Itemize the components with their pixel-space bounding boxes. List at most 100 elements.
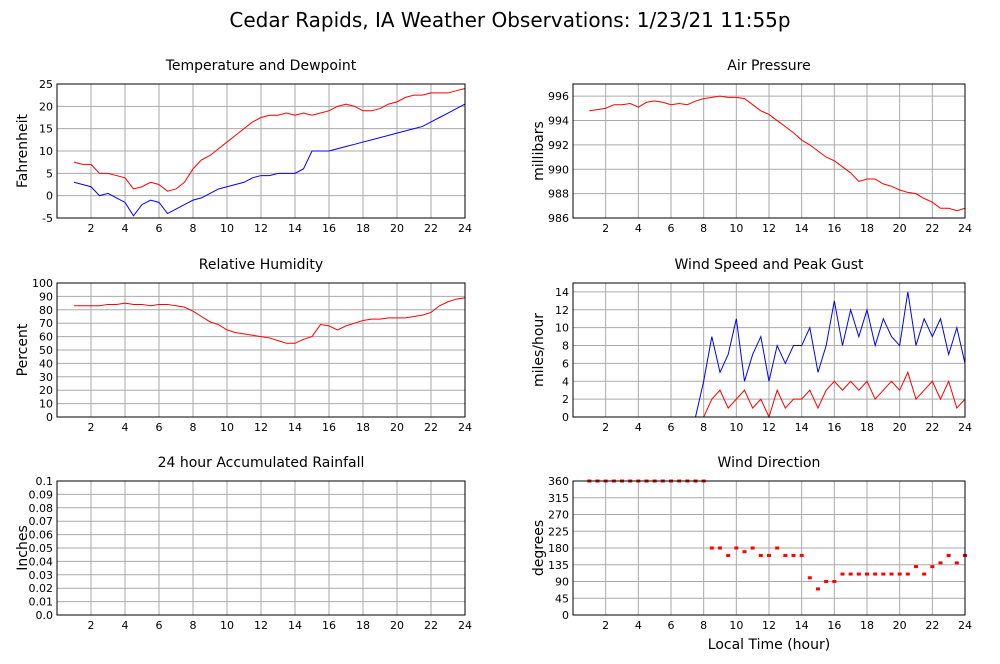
series-line (73, 87, 466, 192)
y-tick-label: 50 (39, 344, 53, 357)
x-tick-label: 6 (668, 619, 675, 632)
y-tick-label: 8 (562, 340, 569, 353)
y-tick-label: 135 (548, 559, 569, 572)
point (734, 546, 739, 550)
point (742, 550, 747, 554)
x-tick-label: 20 (390, 421, 404, 434)
y-tick-label: 990 (548, 163, 569, 176)
point (775, 546, 780, 550)
x-tick-label: 8 (190, 421, 197, 434)
point (816, 587, 820, 591)
y-axis-label: Fahrenheit (15, 113, 31, 188)
point (750, 546, 755, 550)
x-tick-label: 22 (925, 619, 939, 632)
x-tick-label: 22 (424, 619, 438, 632)
x-tick-label: 22 (424, 222, 438, 235)
point (824, 580, 829, 583)
x-tick-label: 8 (190, 222, 197, 235)
y-tick-label: 60 (39, 331, 53, 344)
point (914, 565, 918, 569)
point (905, 572, 910, 576)
x-tick-label: 12 (762, 421, 776, 434)
point (930, 565, 935, 569)
y-tick-label: 988 (548, 188, 569, 201)
point (938, 561, 943, 565)
plot-frame (572, 480, 966, 616)
x-tick-label: 14 (795, 222, 809, 235)
y-tick-label: 0.03 (29, 569, 54, 582)
y-tick-label: 0.09 (29, 488, 54, 501)
point (848, 572, 853, 576)
x-tick-label: 10 (220, 421, 234, 434)
x-tick-label: 2 (88, 619, 95, 632)
x-tick-label: 8 (190, 619, 197, 632)
x-tick-label: 14 (288, 619, 302, 632)
x-tick-label: 16 (322, 619, 336, 632)
y-tick-label: 20 (39, 100, 53, 113)
x-tick-label: 4 (122, 222, 129, 235)
x-tick-label: 6 (668, 222, 675, 235)
x-tick-label: 10 (220, 619, 234, 632)
x-tick-label: 18 (356, 222, 370, 235)
x-tick-label: 4 (122, 421, 129, 434)
x-tick-label: 24 (458, 421, 472, 434)
plot-frame (56, 83, 466, 219)
plot-frame (56, 282, 466, 418)
point (840, 572, 845, 576)
x-tick-label: 10 (729, 619, 743, 632)
y-tick-label: 70 (39, 317, 53, 330)
x-tick-label: 18 (356, 619, 370, 632)
y-tick-label: 315 (548, 492, 569, 505)
x-tick-label: 20 (893, 421, 907, 434)
x-tick-label: 24 (958, 619, 972, 632)
point (922, 572, 927, 576)
x-tick-label: 22 (925, 222, 939, 235)
y-tick-label: 996 (548, 90, 569, 103)
point (897, 572, 902, 576)
series-line (73, 103, 466, 217)
x-tick-label: 2 (88, 222, 95, 235)
point (726, 553, 731, 557)
y-tick-label: 100 (32, 277, 53, 290)
y-tick-label: 0.0 (36, 609, 54, 622)
y-tick-label: 360 (548, 475, 569, 488)
y-tick-label: 15 (39, 123, 53, 136)
point (791, 553, 796, 557)
y-tick-label: 0 (46, 190, 53, 203)
x-tick-label: 12 (254, 222, 268, 235)
x-tick-label: 6 (668, 421, 675, 434)
y-axis-label: Percent (15, 323, 31, 376)
x-tick-label: 8 (700, 222, 707, 235)
x-tick-label: 16 (322, 421, 336, 434)
x-tick-label: 16 (322, 222, 336, 235)
chart-title: 24 hour Accumulated Rainfall (158, 455, 365, 471)
y-tick-label: 90 (39, 290, 53, 303)
point (799, 553, 804, 557)
y-tick-label: 0.04 (29, 555, 54, 568)
plot-frame (56, 480, 466, 616)
point (865, 572, 869, 576)
y-tick-label: 0.02 (29, 582, 54, 595)
point (954, 561, 959, 565)
point (807, 576, 812, 580)
y-axis-label: millibars (531, 121, 547, 181)
y-tick-label: 12 (555, 304, 569, 317)
point (718, 546, 722, 550)
x-tick-label: 2 (602, 421, 609, 434)
x-tick-label: 18 (860, 222, 874, 235)
y-tick-label: 90 (555, 576, 569, 589)
chart-title: Wind Direction (718, 455, 821, 471)
y-tick-label: 10 (555, 322, 569, 335)
x-tick-label: 24 (458, 619, 472, 632)
y-tick-label: 4 (562, 375, 569, 388)
x-tick-label: 24 (958, 421, 972, 434)
x-tick-label: 10 (729, 222, 743, 235)
y-tick-label: 994 (548, 115, 569, 128)
y-tick-label: 225 (548, 525, 569, 538)
y-axis-label: Inches (15, 525, 31, 570)
point (767, 553, 771, 557)
y-tick-label: 0.01 (29, 596, 54, 609)
x-tick-label: 14 (288, 222, 302, 235)
y-tick-label: 0.07 (29, 515, 54, 528)
